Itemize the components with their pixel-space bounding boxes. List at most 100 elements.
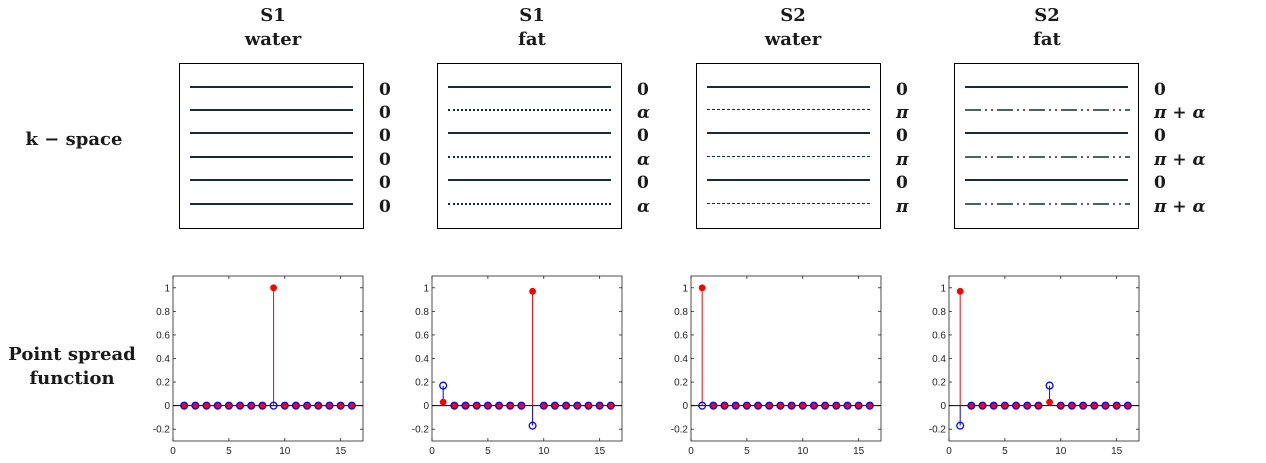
x-tick-label: 10 (279, 446, 291, 457)
kspace-line-dashdot (965, 156, 1130, 158)
kspace-box-s2-water (696, 63, 881, 229)
blue-marker (854, 401, 863, 410)
kspace-line-solid (707, 179, 870, 181)
blue-marker (180, 401, 189, 410)
phase-label: 0 (379, 197, 391, 217)
axes-frame (172, 275, 364, 442)
red-marker (709, 402, 717, 410)
phase-label: 0 (896, 173, 908, 193)
red-marker (484, 402, 492, 410)
red-marker (573, 402, 581, 410)
red-marker (314, 402, 322, 410)
x-tick-label: 15 (853, 446, 865, 457)
blue-marker (224, 401, 233, 410)
y-tick-label: 0 (423, 401, 429, 412)
y-tick-label: 0.8 (415, 307, 429, 318)
red-marker (225, 402, 233, 410)
psf-plot-s1-water: 0 5 10 15 -0.2 0 0.2 0.4 0.6 0.8 1 (153, 275, 364, 457)
y-tick-label: 0.8 (156, 307, 170, 318)
red-marker (247, 402, 255, 410)
red-marker (191, 402, 199, 410)
y-tick-label: 0 (164, 401, 170, 412)
blue-marker (1012, 401, 1021, 410)
red-marker (473, 402, 481, 410)
title-s1-fat: S1 fat (452, 4, 612, 52)
kspace-line-dashed (707, 109, 870, 110)
phase-label: π (896, 197, 909, 217)
red-marker (495, 402, 503, 410)
blue-marker (1090, 401, 1099, 410)
kspace-line-solid (190, 132, 353, 134)
red-marker (180, 402, 188, 410)
red-marker (844, 402, 851, 410)
red-marker (1012, 402, 1020, 410)
blue-marker (720, 401, 729, 410)
red-marker (236, 402, 244, 410)
y-tick-label: 0.2 (674, 378, 688, 389)
x-tick-label: 5 (226, 446, 232, 457)
red-marker (810, 402, 818, 410)
phase-label: 0 (379, 126, 391, 146)
axes-frame (690, 275, 882, 442)
blue-marker (1000, 401, 1009, 410)
phase-label: 0 (896, 126, 908, 146)
y-tick-label: 0.2 (415, 378, 429, 389)
blue-marker (832, 401, 841, 410)
axes-frame (431, 275, 623, 442)
phase-label: 0 (1154, 80, 1166, 100)
blue-marker (798, 401, 807, 410)
red-marker (743, 402, 751, 410)
blue-marker (483, 401, 492, 410)
kspace-line-solid (965, 132, 1128, 134)
phase-label: π + α (1154, 197, 1206, 217)
blue-marker (1101, 401, 1110, 410)
kspace-box-s2-fat (954, 63, 1139, 229)
red-marker (855, 402, 863, 410)
blue-marker (291, 401, 300, 410)
blue-marker (347, 401, 356, 410)
y-tick-label: 1 (423, 283, 429, 294)
red-marker (990, 402, 998, 410)
kspace-line-solid (448, 86, 611, 88)
x-tick-label: 10 (797, 446, 809, 457)
blue-marker (698, 401, 707, 410)
x-tick-label: 10 (538, 446, 550, 457)
title-line1: S1 (260, 5, 286, 26)
x-tick-label: 5 (485, 446, 491, 457)
blue-marker (742, 401, 751, 410)
y-tick-label: 0.2 (156, 378, 170, 389)
blue-marker (765, 401, 774, 410)
red-marker (607, 402, 615, 410)
blue-marker (865, 401, 874, 410)
red-marker (450, 402, 458, 410)
x-tick-label: 10 (1055, 446, 1067, 457)
y-tick-label: 1 (940, 283, 946, 294)
red-marker (281, 402, 289, 410)
red-marker (303, 402, 311, 410)
phase-label: π + α (1154, 150, 1206, 170)
red-marker (1090, 402, 1098, 410)
y-tick-label: 0 (682, 401, 688, 412)
blue-marker (809, 401, 818, 410)
psf-plot-s1-fat: 0 5 10 15 -0.2 0 0.2 0.4 0.6 0.8 1 (412, 275, 623, 457)
red-marker (721, 402, 728, 410)
blue-marker (731, 401, 740, 410)
red-marker (203, 402, 210, 410)
title-s2-water: S2 water (713, 4, 873, 52)
blue-marker (978, 401, 987, 410)
x-tick-label: 5 (1002, 446, 1008, 457)
blue-marker (1112, 401, 1121, 410)
blue-marker (314, 401, 323, 410)
kspace-box-s1-water (179, 63, 364, 229)
y-tick-label: -0.2 (929, 425, 947, 436)
title-line1: S2 (780, 5, 806, 26)
blue-marker (236, 401, 245, 410)
blue-marker (573, 401, 582, 410)
blue-marker (191, 401, 200, 410)
psf-plot-s2-fat: 0 5 10 15 -0.2 0 0.2 0.4 0.6 0.8 1 (929, 275, 1140, 457)
phase-label: 0 (379, 103, 391, 123)
phase-label: π + α (1154, 103, 1206, 123)
blue-marker (1034, 401, 1043, 410)
red-marker (1057, 402, 1065, 410)
phase-label: α (637, 150, 651, 170)
